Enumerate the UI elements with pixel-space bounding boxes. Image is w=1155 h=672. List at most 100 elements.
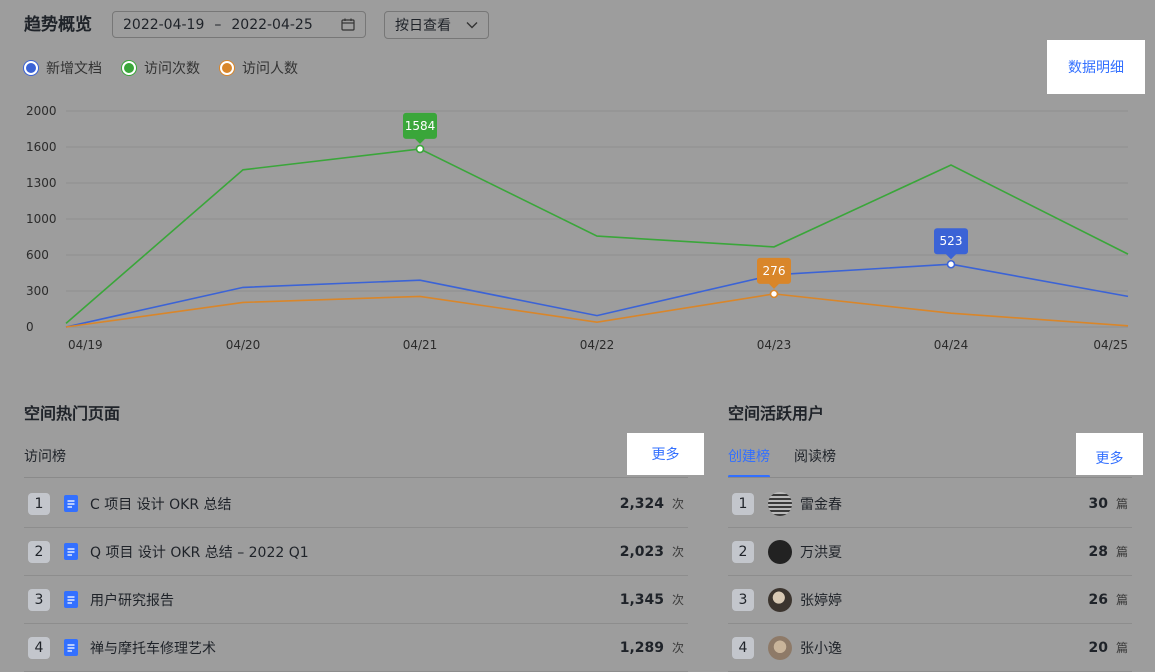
tooltip-value: 523 bbox=[940, 234, 963, 248]
tooltip-value: 276 bbox=[763, 264, 786, 278]
x-tick-label: 04/25 bbox=[1093, 338, 1128, 352]
visit-rank-label: 访问榜 bbox=[24, 449, 66, 465]
active-user-row[interactable]: 1 雷金春 30 篇 bbox=[728, 480, 1132, 528]
page-name: 禅与摩托车修理艺术 bbox=[90, 640, 216, 657]
legend-dot-icon bbox=[220, 61, 234, 75]
active-tab-indicator bbox=[728, 475, 770, 478]
rank-badge: 1 bbox=[732, 492, 754, 515]
document-icon bbox=[64, 591, 78, 608]
data-tooltip bbox=[934, 228, 968, 260]
x-tick-label: 04/21 bbox=[403, 338, 438, 352]
doc-count: 30 bbox=[1088, 495, 1108, 512]
date-range-picker[interactable]: 2022-04-19 – 2022-04-25 bbox=[112, 11, 366, 38]
user-name: 雷金春 bbox=[800, 496, 842, 513]
x-tick-label: 04/23 bbox=[757, 338, 792, 352]
page-title: 趋势概览 bbox=[24, 15, 92, 35]
legend-label: 新增文档 bbox=[46, 61, 102, 77]
active-users-list: 1 雷金春 30 篇 2 万洪夏 28 篇 3 张婷婷 26 篇 4 张小逸 20 篇 bbox=[728, 480, 1132, 672]
active-user-row[interactable]: 2 万洪夏 28 篇 bbox=[728, 528, 1132, 576]
legend-label: 访问次数 bbox=[144, 61, 200, 77]
legend-item[interactable]: 新增文档 bbox=[24, 58, 102, 78]
hot-page-row[interactable]: 1 C 项目 设计 OKR 总结 2,324 次 bbox=[24, 480, 688, 528]
doc-count: 26 bbox=[1088, 591, 1108, 608]
y-tick-label: 1000 bbox=[26, 212, 57, 226]
user-name: 万洪夏 bbox=[800, 544, 842, 561]
hot-page-row[interactable]: 4 禅与摩托车修理艺术 1,289 次 bbox=[24, 624, 688, 672]
x-tick-label: 04/24 bbox=[934, 338, 969, 352]
trend-line-chart: 2000 1600 1300 1000 600 300 0 04/19 04/20 04/21 04… bbox=[26, 104, 1129, 352]
rank-badge: 2 bbox=[28, 540, 50, 563]
rank-badge: 2 bbox=[732, 540, 754, 563]
visit-count: 2,023 bbox=[619, 543, 664, 560]
view-mode-label: 按日查看 bbox=[395, 18, 451, 34]
data-point-marker bbox=[946, 259, 956, 269]
avatar bbox=[768, 587, 792, 612]
data-point-marker bbox=[415, 144, 425, 154]
rank-badge: 3 bbox=[28, 588, 50, 611]
hot-pages-list: 1 C 项目 设计 OKR 总结 2,324 次 2 Q 项目 设计 OKR 总结 – 2… bbox=[24, 480, 688, 672]
data-tooltip bbox=[403, 112, 437, 144]
user-name: 张小逸 bbox=[800, 640, 842, 657]
count-unit: 篇 bbox=[1116, 641, 1129, 655]
x-tick-label: 04/22 bbox=[580, 338, 615, 352]
more-label: 更多 bbox=[651, 447, 680, 463]
y-tick-label: 1300 bbox=[26, 176, 57, 190]
hot-pages-more-button[interactable]: 更多 bbox=[627, 433, 704, 475]
data-point-marker bbox=[769, 289, 779, 299]
page-name: 用户研究报告 bbox=[90, 592, 174, 609]
data-tooltip bbox=[757, 257, 791, 289]
count-unit: 次 bbox=[672, 641, 685, 655]
legend-dot-icon bbox=[24, 61, 38, 75]
user-name: 张婷婷 bbox=[800, 592, 842, 609]
count-unit: 篇 bbox=[1116, 497, 1129, 511]
y-tick-label: 600 bbox=[26, 248, 49, 262]
avatar bbox=[768, 491, 792, 516]
doc-count: 28 bbox=[1088, 543, 1108, 560]
series-line bbox=[65, 293, 1129, 328]
tab-create-rank[interactable]: 创建榜 bbox=[728, 449, 770, 465]
divider bbox=[24, 477, 688, 478]
y-tick-label: 2000 bbox=[26, 104, 57, 118]
chart-legend: 新增文档 访问次数 访问人数 bbox=[24, 58, 318, 78]
count-unit: 次 bbox=[672, 545, 685, 559]
view-mode-select[interactable]: 按日查看 bbox=[384, 11, 489, 39]
rank-badge: 4 bbox=[28, 636, 50, 659]
series-line bbox=[65, 148, 1129, 325]
x-tick-label: 04/19 bbox=[68, 338, 103, 352]
count-unit: 次 bbox=[672, 497, 685, 511]
y-tick-label: 300 bbox=[26, 284, 49, 298]
more-label: 更多 bbox=[1095, 451, 1124, 467]
avatar bbox=[768, 635, 792, 660]
document-icon bbox=[64, 639, 78, 656]
page-name: C 项目 设计 OKR 总结 bbox=[90, 496, 232, 513]
active-user-row[interactable]: 3 张婷婷 26 篇 bbox=[728, 576, 1132, 624]
document-icon bbox=[64, 495, 78, 512]
rank-badge: 3 bbox=[732, 588, 754, 611]
doc-count: 20 bbox=[1088, 639, 1108, 656]
count-unit: 篇 bbox=[1116, 545, 1129, 559]
visit-count: 1,289 bbox=[619, 639, 664, 656]
hot-page-row[interactable]: 2 Q 项目 设计 OKR 总结 – 2022 Q1 2,023 次 bbox=[24, 528, 688, 576]
data-detail-link[interactable]: 数据明细 bbox=[1047, 40, 1145, 94]
y-tick-label: 0 bbox=[26, 320, 34, 334]
series-line bbox=[65, 263, 1129, 328]
calendar-icon bbox=[341, 18, 355, 31]
legend-item[interactable]: 访问次数 bbox=[122, 58, 200, 78]
date-start: 2022-04-19 bbox=[123, 16, 205, 33]
y-tick-label: 1600 bbox=[26, 140, 57, 154]
tab-read-rank[interactable]: 阅读榜 bbox=[794, 449, 836, 465]
chevron-down-icon bbox=[466, 22, 478, 29]
hot-page-row[interactable]: 3 用户研究报告 1,345 次 bbox=[24, 576, 688, 624]
data-detail-label: 数据明细 bbox=[1068, 60, 1124, 76]
tooltip-value: 1584 bbox=[405, 119, 436, 133]
hot-pages-title: 空间热门页面 bbox=[24, 404, 121, 423]
legend-item[interactable]: 访问人数 bbox=[220, 58, 298, 78]
legend-dot-icon bbox=[122, 61, 136, 75]
avatar bbox=[768, 539, 792, 564]
legend-label: 访问人数 bbox=[242, 61, 298, 77]
rank-badge: 4 bbox=[732, 636, 754, 659]
active-user-row[interactable]: 4 张小逸 20 篇 bbox=[728, 624, 1132, 672]
rank-badge: 1 bbox=[28, 492, 50, 515]
active-users-title: 空间活跃用户 bbox=[728, 404, 825, 423]
active-users-more-button[interactable]: 更多 bbox=[1076, 433, 1143, 475]
